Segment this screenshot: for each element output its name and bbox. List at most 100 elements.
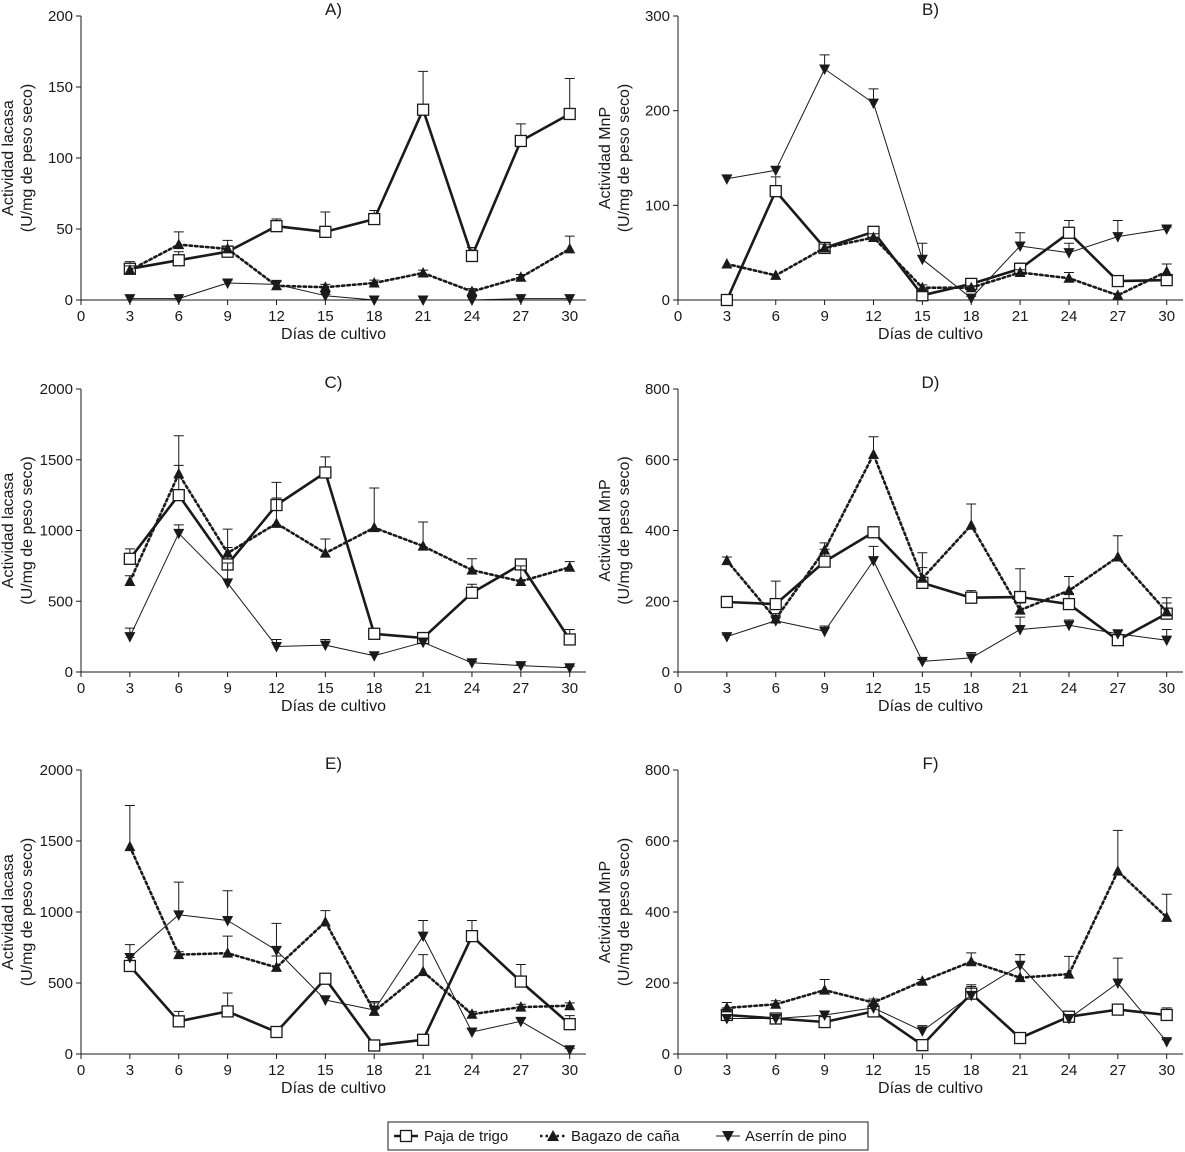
data-point-aserrin-de-pino — [270, 642, 282, 653]
x-tick-label: 0 — [674, 680, 682, 697]
data-point-aserrin-de-pino — [770, 1014, 782, 1025]
y-axis-title-line-2: (U/mg de peso seco) — [19, 838, 36, 987]
data-point-aserrin-de-pino — [1161, 635, 1173, 647]
y-axis-title-line-1: Actividad lacasa — [0, 854, 17, 970]
data-point-bagazo-de-cana — [1063, 584, 1075, 596]
y-tick-label: 50 — [56, 221, 73, 238]
data-point-paja-de-trigo — [319, 972, 332, 985]
y-axis-title-line-1: Actividad MnP — [597, 861, 614, 963]
data-point-paja-de-trigo — [563, 1018, 576, 1031]
x-tick-label: 12 — [865, 308, 882, 325]
series-line-bagazo-de-cana — [128, 472, 572, 583]
data-point-aserrin-de-pino — [1161, 224, 1173, 235]
y-tick-label: 800 — [645, 381, 670, 398]
data-point-paja-de-trigo — [769, 597, 782, 611]
y-axis-title-line-2: (U/mg de peso seco) — [616, 456, 633, 605]
x-tick-label: 30 — [561, 680, 578, 697]
data-point-paja-de-trigo — [416, 1033, 430, 1046]
data-point-bagazo-de-cana — [270, 517, 282, 528]
y-tick-label: 600 — [645, 833, 670, 850]
data-point-aserrin-de-pino — [1161, 1037, 1173, 1048]
y-tick-label: 300 — [645, 8, 670, 25]
data-point-aserrin-de-pino — [222, 916, 234, 927]
data-point-bagazo-de-cana — [721, 1001, 733, 1013]
data-point-paja-de-trigo — [1062, 226, 1076, 239]
error-bar — [173, 435, 184, 474]
series-bagazo-de-cana — [124, 805, 576, 1019]
data-point-paja-de-trigo — [221, 1005, 234, 1018]
data-point-aserrin-de-pino — [867, 556, 879, 567]
data-point-paja-de-trigo — [1160, 1008, 1173, 1022]
data-point-paja-de-trigo — [270, 1025, 283, 1039]
x-tick-label: 24 — [1061, 308, 1078, 325]
x-tick-label: 27 — [512, 308, 529, 325]
x-tick-label: 15 — [317, 308, 334, 325]
data-point-bagazo-de-cana — [515, 575, 527, 586]
data-point-aserrin-de-pino — [270, 945, 282, 957]
x-tick-label: 27 — [512, 1062, 529, 1079]
data-point-aserrin-de-pino — [515, 661, 527, 672]
series-line-aserrin-de-pino — [129, 914, 570, 1051]
data-point-bagazo-de-cana — [721, 554, 733, 566]
series-aserrin-de-pino — [124, 524, 576, 674]
data-point-aserrin-de-pino — [466, 658, 478, 669]
data-point-bagazo-de-cana — [124, 840, 136, 852]
data-point-paja-de-trigo — [270, 220, 283, 233]
data-point-aserrin-de-pino — [721, 1014, 733, 1025]
data-point-paja-de-trigo — [319, 225, 332, 238]
x-tick-label: 18 — [963, 308, 980, 325]
y-tick-label: 1500 — [40, 452, 73, 469]
error-bar — [222, 890, 233, 921]
data-point-aserrin-de-pino — [564, 1045, 576, 1056]
data-point-aserrin-de-pino — [564, 294, 576, 305]
data-point-bagazo-de-cana — [515, 1001, 527, 1012]
x-tick-label: 21 — [415, 1062, 432, 1079]
y-tick-label: 1000 — [40, 904, 73, 921]
data-point-aserrin-de-pino — [867, 98, 879, 110]
data-point-aserrin-de-pino — [819, 1010, 831, 1021]
data-point-bagazo-de-cana — [1112, 551, 1124, 562]
legend-label-aserrin-de-pino: Aserrín de pino — [745, 1128, 847, 1145]
panel-title: D) — [922, 373, 940, 392]
data-point-aserrin-de-pino — [417, 931, 429, 943]
legend-box — [387, 1121, 869, 1151]
data-point-aserrin-de-pino — [368, 295, 380, 306]
x-tick-label: 24 — [1061, 1062, 1078, 1079]
y-tick-label: 500 — [48, 975, 73, 992]
series-paja-de-trigo — [123, 70, 576, 275]
data-point-aserrin-de-pino — [1014, 241, 1026, 253]
x-tick-label: 9 — [223, 1062, 231, 1079]
error-bar — [124, 805, 135, 847]
data-point-paja-de-trigo — [123, 552, 137, 565]
data-point-aserrin-de-pino — [1112, 232, 1124, 243]
data-point-aserrin-de-pino — [124, 952, 136, 964]
x-tick-label: 6 — [175, 1062, 183, 1079]
data-point-aserrin-de-pino — [417, 637, 429, 649]
data-point-bagazo-de-cana — [319, 547, 331, 558]
data-point-bagazo-de-cana — [1014, 604, 1026, 615]
panel-title: E) — [325, 754, 342, 773]
x-tick-label: 18 — [366, 680, 383, 697]
series-line-aserrin-de-pino — [129, 282, 570, 301]
x-tick-label: 0 — [77, 1062, 85, 1079]
x-tick-label: 21 — [1012, 680, 1029, 697]
chart-panel-e: 0 500 1000 1500 2000 0 3 6 9 12 15 18 21 24 27 30 Días d… — [0, 754, 586, 1097]
data-point-bagazo-de-cana — [1161, 605, 1173, 617]
data-point-bagazo-de-cana — [1063, 272, 1075, 283]
y-tick-label: 100 — [48, 150, 73, 167]
x-tick-label: 3 — [126, 680, 134, 697]
data-point-paja-de-trigo — [319, 466, 332, 479]
data-point-bagazo-de-cana — [965, 281, 977, 293]
data-point-paja-de-trigo — [1013, 590, 1027, 604]
data-point-aserrin-de-pino — [124, 294, 136, 305]
x-axis-title: Días de cultivo — [281, 326, 386, 343]
data-point-paja-de-trigo — [1013, 1031, 1027, 1045]
x-tick-label: 9 — [223, 308, 231, 325]
data-point-bagazo-de-cana — [368, 521, 380, 533]
data-point-bagazo-de-cana — [965, 519, 977, 530]
data-point-aserrin-de-pino — [867, 1003, 879, 1014]
data-point-bagazo-de-cana — [1014, 971, 1026, 983]
data-point-bagazo-de-cana — [319, 915, 331, 927]
data-point-paja-de-trigo — [416, 103, 430, 116]
